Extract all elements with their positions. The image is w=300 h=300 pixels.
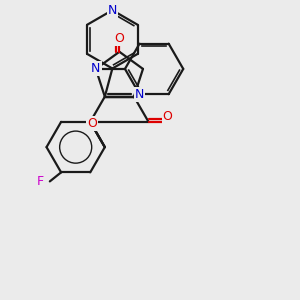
- Text: O: O: [163, 110, 172, 123]
- Text: N: N: [91, 62, 101, 75]
- Text: N: N: [108, 4, 117, 17]
- Text: F: F: [37, 175, 44, 188]
- Text: O: O: [115, 32, 124, 45]
- Text: O: O: [87, 117, 97, 130]
- Text: N: N: [135, 88, 144, 101]
